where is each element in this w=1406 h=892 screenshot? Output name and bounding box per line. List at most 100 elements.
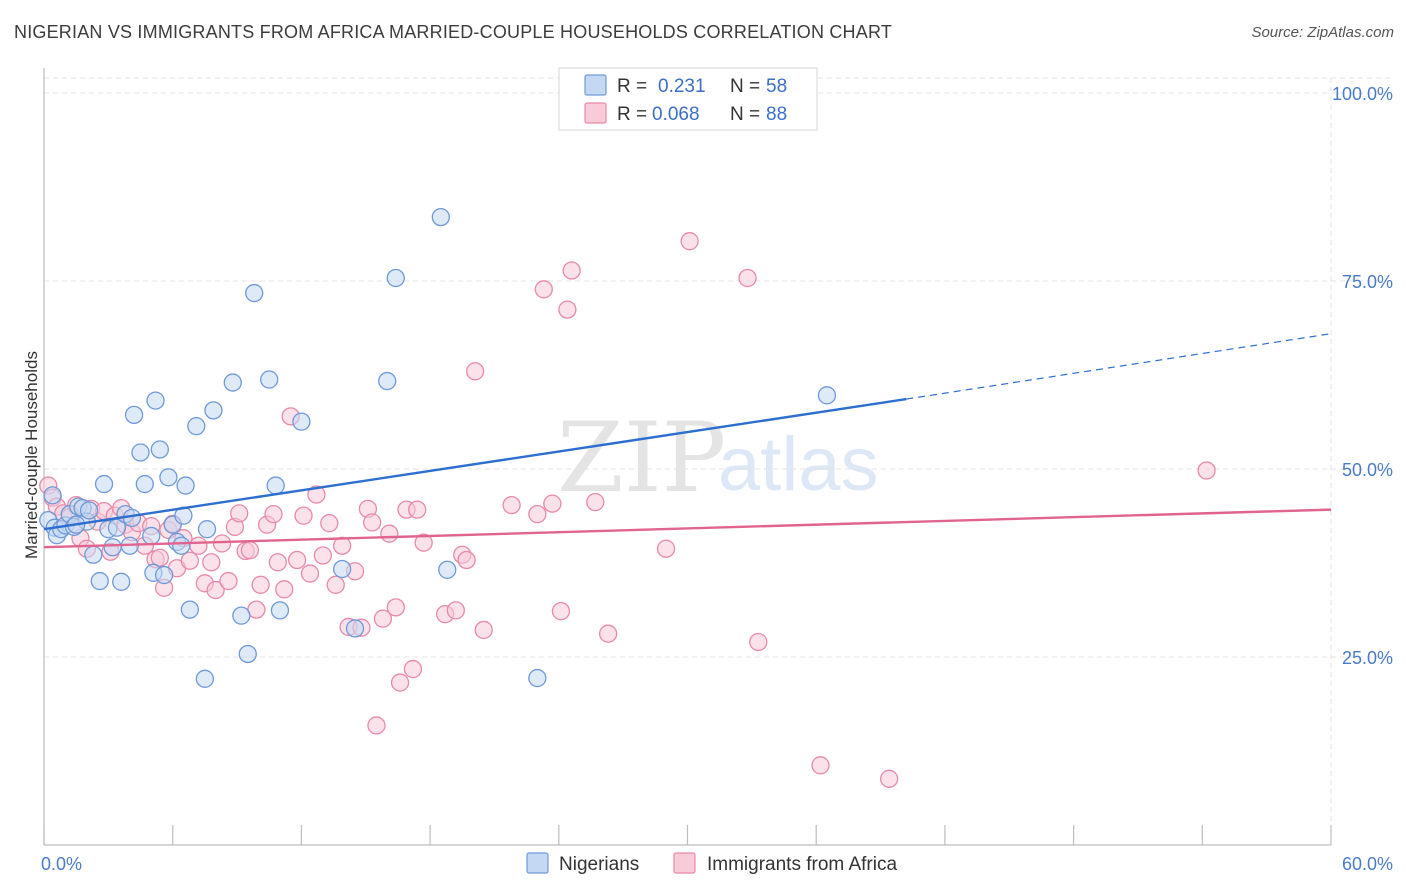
data-point-nigerian (180, 600, 200, 619)
x-tick-labels: 0.0% 60.0% (41, 854, 1393, 874)
data-point-africa (367, 716, 386, 735)
trend-line-africa (43, 508, 1332, 549)
data-point-nigerian (438, 560, 457, 579)
legend-swatch-nigerians-bottom (526, 852, 549, 874)
data-point-africa (390, 673, 410, 692)
source-credit: Source: ZipAtlas.com (1251, 24, 1394, 41)
data-point-nigerian (195, 669, 215, 688)
data-point-nigerian (270, 601, 290, 620)
data-point-africa (180, 551, 200, 570)
data-point-nigerian (176, 476, 195, 495)
legend-r-value-nigerians: 0.231 (658, 76, 706, 97)
y-tick-label: 25.0% (1342, 648, 1393, 668)
data-point-nigerian (94, 474, 114, 494)
legend-r-value-africa: 0.068 (652, 104, 700, 125)
watermark-zip: ZIP (557, 402, 726, 514)
data-point-africa (333, 536, 352, 555)
series-nigerians (39, 207, 837, 688)
trend-line-nigerians (43, 397, 907, 531)
data-point-nigerian (84, 545, 103, 564)
legend-label-africa: Immigrants from Africa (707, 854, 897, 875)
correlation-legend: R = 0.231 N = 58 R = 0.068 N = 88 (558, 67, 818, 131)
legend-label-nigerians: Nigerians (559, 854, 639, 875)
data-point-nigerian (146, 391, 165, 410)
data-point-africa (543, 494, 562, 513)
y-tick-label: 100.0% (1332, 84, 1393, 104)
data-point-africa (219, 571, 238, 591)
data-point-nigerian (345, 619, 365, 638)
data-point-nigerian (333, 559, 352, 579)
data-point-africa (300, 564, 320, 583)
data-point-africa (189, 536, 208, 555)
data-point-nigerian (232, 606, 251, 625)
trend-lines (43, 333, 1332, 549)
x-tick-label-max: 60.0% (1342, 854, 1393, 874)
data-point-africa (738, 268, 757, 288)
data-point-africa (230, 504, 249, 523)
data-point-africa (656, 539, 676, 558)
data-point-africa (287, 550, 307, 570)
data-point-nigerian (112, 572, 131, 591)
data-point-africa (363, 513, 382, 532)
data-point-nigerian (260, 370, 279, 389)
data-point-africa (320, 514, 339, 533)
data-point-africa (749, 632, 768, 652)
y-axis-label: Married-couple Households (22, 351, 41, 559)
data-point-africa (551, 601, 571, 621)
data-point-africa (206, 580, 225, 600)
data-point-africa (598, 624, 618, 643)
gridlines (44, 77, 1391, 845)
data-point-africa (811, 756, 830, 775)
data-point-nigerian (204, 401, 223, 420)
data-point-nigerian (528, 668, 547, 688)
data-point-africa (414, 533, 433, 552)
data-point-nigerian (386, 268, 405, 288)
data-point-africa (386, 598, 405, 617)
data-point-africa (380, 524, 399, 543)
data-point-nigerian (245, 283, 264, 303)
x-tick-label-min: 0.0% (41, 854, 82, 874)
data-point-africa (150, 548, 169, 567)
data-point-nigerian (172, 536, 191, 555)
data-point-africa (534, 280, 553, 299)
legend-n-value-africa: 88 (766, 104, 787, 125)
data-point-nigerian (292, 412, 311, 431)
data-point-africa (307, 485, 326, 504)
data-point-africa (879, 769, 899, 788)
data-point-africa (275, 580, 294, 599)
legend-n-label: N = (730, 76, 760, 97)
data-point-nigerian (431, 207, 450, 227)
data-point-nigerian (223, 373, 242, 392)
data-point-nigerian (131, 443, 150, 462)
legend-swatch-africa-bottom (673, 852, 696, 874)
data-point-nigerian (154, 565, 174, 585)
data-point-nigerian (103, 538, 122, 557)
data-point-nigerian (142, 526, 161, 546)
data-point-africa (680, 232, 699, 251)
data-point-africa (562, 261, 581, 280)
data-point-nigerian (238, 644, 257, 664)
data-point-nigerian (197, 520, 217, 539)
y-tick-labels: 25.0% 50.0% 75.0% 100.0% (1332, 84, 1393, 668)
data-point-africa (457, 550, 476, 570)
data-point-nigerian (43, 486, 62, 505)
data-point-africa (264, 504, 283, 524)
data-point-africa (212, 534, 232, 553)
data-point-nigerian (79, 501, 99, 520)
data-point-nigerian (266, 476, 285, 495)
legend-swatch-nigerians (584, 74, 607, 96)
data-point-nigerian (124, 405, 144, 425)
y-tick-label: 75.0% (1342, 272, 1393, 292)
legend-r-label: R = (617, 76, 647, 97)
data-point-nigerian (135, 474, 154, 494)
data-point-nigerian (159, 468, 178, 487)
data-point-africa (268, 553, 287, 572)
data-point-nigerian (187, 417, 206, 436)
y-tick-label: 50.0% (1342, 460, 1393, 480)
chart-title: NIGERIAN VS IMMIGRANTS FROM AFRICA MARRI… (14, 22, 893, 42)
data-point-africa (446, 601, 465, 620)
watermark: ZIP atlas (557, 402, 879, 514)
watermark-atlas: atlas (718, 422, 879, 507)
data-point-nigerian (378, 371, 397, 391)
data-point-africa (373, 609, 393, 628)
